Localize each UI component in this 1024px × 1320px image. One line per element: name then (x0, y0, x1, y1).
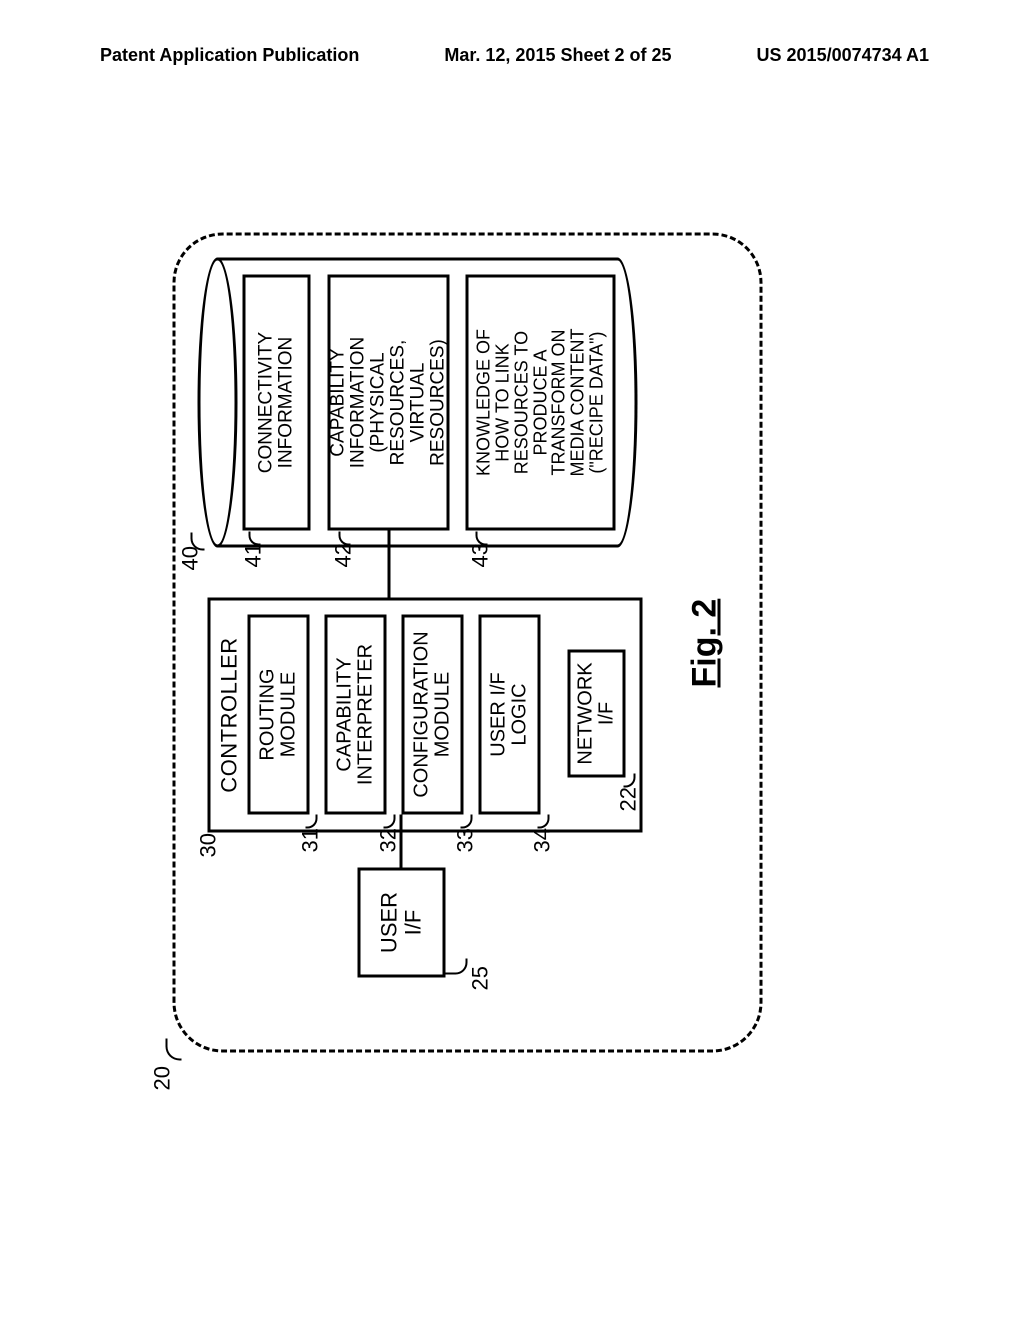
capability-info-label: CAPABILITY INFORMATION (PHYSICAL RESOURC… (329, 337, 449, 469)
capability-interpreter-label: CAPABILITY INTERPRETER (335, 644, 377, 785)
recipe-data-block: KNOWLEDGE OF HOW TO LINK RESOURCES TO PR… (466, 275, 616, 531)
figure-label: Fig. 2 (686, 599, 725, 688)
ref-33: 33 (453, 828, 479, 852)
configuration-module-block: CONFIGURATION MODULE (402, 615, 464, 815)
ref-30: 30 (196, 833, 222, 857)
header-center: Mar. 12, 2015 Sheet 2 of 25 (444, 45, 671, 66)
recipe-data-label: KNOWLEDGE OF HOW TO LINK RESOURCES TO PR… (474, 329, 606, 477)
user-if-logic-block: USER I/F LOGIC (479, 615, 541, 815)
figure-2: 20 USER I/F 25 CONTROLLER 30 ROUTING MOD… (78, 253, 923, 1033)
ref-41: 41 (241, 543, 267, 567)
header-left: Patent Application Publication (100, 45, 359, 66)
capability-interpreter-block: CAPABILITY INTERPRETER (325, 615, 387, 815)
ref-32: 32 (376, 828, 402, 852)
network-if-label: NETWORK I/F (576, 662, 618, 764)
routing-label: ROUTING MODULE (258, 668, 300, 760)
ref-22: 22 (616, 787, 642, 811)
capability-info-block: CAPABILITY INFORMATION (PHYSICAL RESOURC… (328, 275, 450, 531)
ref-20: 20 (150, 1066, 176, 1090)
ref-43: 43 (468, 543, 494, 567)
controller-label: CONTROLLER (217, 601, 243, 830)
connectivity-info-label: CONNECTIVITY INFORMATION (257, 332, 297, 473)
ref-20-leader (166, 1039, 182, 1061)
ref-34: 34 (530, 828, 556, 852)
network-if-block: NETWORK I/F (568, 650, 626, 778)
ref-42: 42 (331, 543, 357, 567)
configuration-module-label: CONFIGURATION MODULE (412, 631, 454, 797)
routing-module-block: ROUTING MODULE (248, 615, 310, 815)
page-header: Patent Application Publication Mar. 12, … (0, 45, 1024, 66)
ref-25: 25 (468, 966, 494, 990)
user-if-logic-label: USER I/F LOGIC (489, 672, 531, 756)
ref-31: 31 (298, 828, 324, 852)
connectivity-info-block: CONNECTIVITY INFORMATION (243, 275, 311, 531)
cylinder-top (198, 258, 238, 548)
user-if-label: USER I/F (377, 892, 425, 953)
header-right: US 2015/0074734 A1 (757, 45, 929, 66)
user-if-block: USER I/F (358, 868, 446, 978)
